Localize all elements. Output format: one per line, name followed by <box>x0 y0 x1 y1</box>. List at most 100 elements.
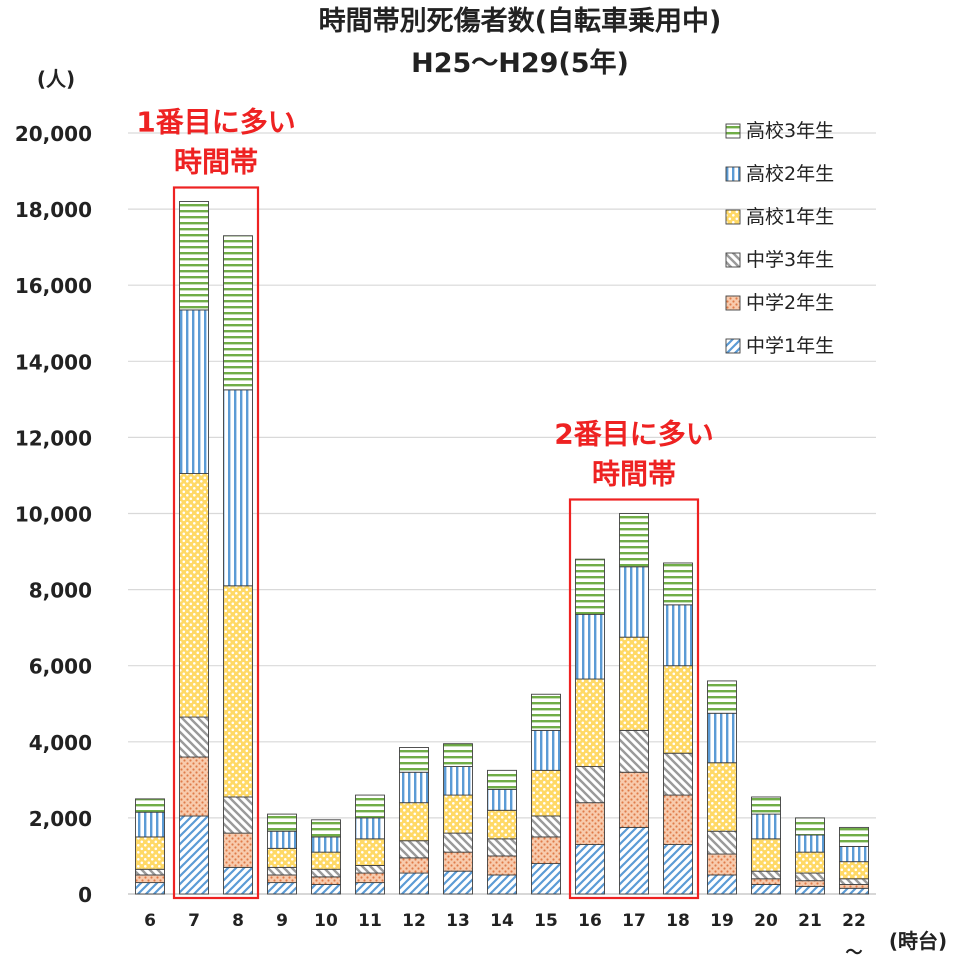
bar-segment-6-s4 <box>135 811 165 838</box>
bar-segment-21-s5 <box>795 817 825 836</box>
bar-segment-18-s5 <box>663 562 693 606</box>
legend-label: 中学2年生 <box>746 292 834 314</box>
x-tick-label: 15 <box>534 911 558 931</box>
bar-segment-7-s3 <box>179 473 209 718</box>
bar-segment-9-s4 <box>267 830 297 849</box>
chart-title: 時間帯別死傷者数(自転車乗用中) <box>319 5 722 37</box>
bar-segment-11-s4 <box>355 817 385 840</box>
bar-segment-15-s0 <box>531 863 561 895</box>
y-tick-label: 18,000 <box>15 198 92 222</box>
bar-segment-20-s3 <box>751 838 781 872</box>
bar-segment-17-s4 <box>619 566 649 638</box>
bar-segment-21-s3 <box>795 851 825 874</box>
y-tick-label: 20,000 <box>15 122 92 146</box>
bar-segment-19-s0 <box>707 874 737 895</box>
bar-segment-14-s4 <box>487 788 517 811</box>
bar-segment-10-s4 <box>311 836 341 853</box>
bar-segment-22-s1 <box>839 884 869 889</box>
bar-segment-9-s0 <box>267 882 297 895</box>
bar-segment-14-s5 <box>487 769 517 790</box>
bar-segment-21-s0 <box>795 885 825 895</box>
x-tick-label: 16 <box>578 911 602 931</box>
highlight-box-2 <box>568 498 700 900</box>
bar-segment-13-s1 <box>443 851 473 872</box>
bar-segment-12-s4 <box>399 771 429 804</box>
legend-swatch <box>725 338 741 354</box>
bar-segment-13-s4 <box>443 766 473 796</box>
x-tick-label: 8 <box>232 911 244 931</box>
x-tick-label: 21 <box>798 911 822 931</box>
x-tick-label: 11 <box>358 911 382 931</box>
bar-segment-7-s1 <box>179 756 209 817</box>
highlight-label-1-line2: 時間帯 <box>174 145 258 178</box>
bar-stack-7 <box>179 201 209 895</box>
bar-segment-8-s2 <box>223 796 253 834</box>
bar-series <box>135 201 869 895</box>
bar-stack-12 <box>399 747 429 895</box>
bar-segment-6-s2 <box>135 868 165 876</box>
bar-stack-16 <box>575 558 605 895</box>
bar-segment-6-s0 <box>135 882 165 895</box>
bar-segment-20-s4 <box>751 813 781 840</box>
bar-segment-10-s3 <box>311 851 341 870</box>
bar-segment-19-s2 <box>707 830 737 855</box>
bar-segment-8-s4 <box>223 389 253 587</box>
bar-segment-17-s0 <box>619 826 649 895</box>
bar-stack-19 <box>707 680 737 895</box>
y-tick-label: 8,000 <box>29 579 92 603</box>
bar-segment-14-s3 <box>487 809 517 840</box>
x-tick-label: 13 <box>446 911 470 931</box>
legend-label: 高校2年生 <box>746 163 834 185</box>
x-tick-label: 10 <box>314 911 338 931</box>
bar-segment-20-s0 <box>751 884 781 895</box>
bar-stack-10 <box>311 819 341 895</box>
bar-segment-14-s1 <box>487 855 517 876</box>
bar-segment-17-s1 <box>619 771 649 828</box>
bar-segment-9-s2 <box>267 866 297 876</box>
bar-segment-6-s3 <box>135 836 165 870</box>
x-tick-suffix: ～ <box>846 943 863 963</box>
bar-stack-20 <box>751 796 781 895</box>
bar-segment-21-s2 <box>795 872 825 882</box>
bar-segment-9-s1 <box>267 874 297 884</box>
x-axis-label: (時台) <box>889 929 947 953</box>
bar-segment-17-s3 <box>619 636 649 731</box>
bar-stack-18 <box>663 562 693 895</box>
highlight-label-2-line1: 2番目に多い <box>554 418 713 451</box>
y-tick-label: 6,000 <box>29 655 92 679</box>
y-tick-label: 16,000 <box>15 274 92 298</box>
bar-segment-11-s5 <box>355 794 385 819</box>
bar-segment-22-s4 <box>839 845 869 863</box>
bar-segment-18-s4 <box>663 604 693 667</box>
legend-label: 高校3年生 <box>746 120 834 142</box>
bar-stack-9 <box>267 813 297 895</box>
bar-segment-16-s4 <box>575 613 605 680</box>
bar-segment-16-s1 <box>575 802 605 845</box>
y-tick-label: 4,000 <box>29 731 92 755</box>
y-tick-label: 12,000 <box>15 426 92 450</box>
bar-segment-13-s5 <box>443 743 473 767</box>
bar-segment-22-s3 <box>839 861 869 880</box>
legend-swatch <box>725 123 741 139</box>
bar-segment-6-s1 <box>135 874 165 884</box>
legend-label: 高校1年生 <box>746 206 834 228</box>
bar-stack-15 <box>531 693 561 895</box>
bar-stack-6 <box>135 798 165 895</box>
bar-segment-11-s1 <box>355 872 385 884</box>
bar-segment-22-s5 <box>839 826 869 847</box>
y-tick-label: 14,000 <box>15 350 92 374</box>
bar-segment-18-s1 <box>663 794 693 845</box>
x-tick-label: 19 <box>710 911 734 931</box>
bar-stack-11 <box>355 794 385 895</box>
y-axis-ticks: 0 2,000 4,000 6,000 8,000 10,000 12,000 14,000 1… <box>15 122 92 907</box>
y-axis-label: (人) <box>37 67 75 91</box>
x-tick-label: 20 <box>754 911 778 931</box>
bar-segment-22-s2 <box>839 878 869 885</box>
bar-segment-19-s4 <box>707 712 737 764</box>
bar-segment-15-s5 <box>531 693 561 731</box>
bar-segment-13-s0 <box>443 870 473 895</box>
bar-segment-11-s3 <box>355 838 385 866</box>
bar-stack-17 <box>619 513 649 895</box>
